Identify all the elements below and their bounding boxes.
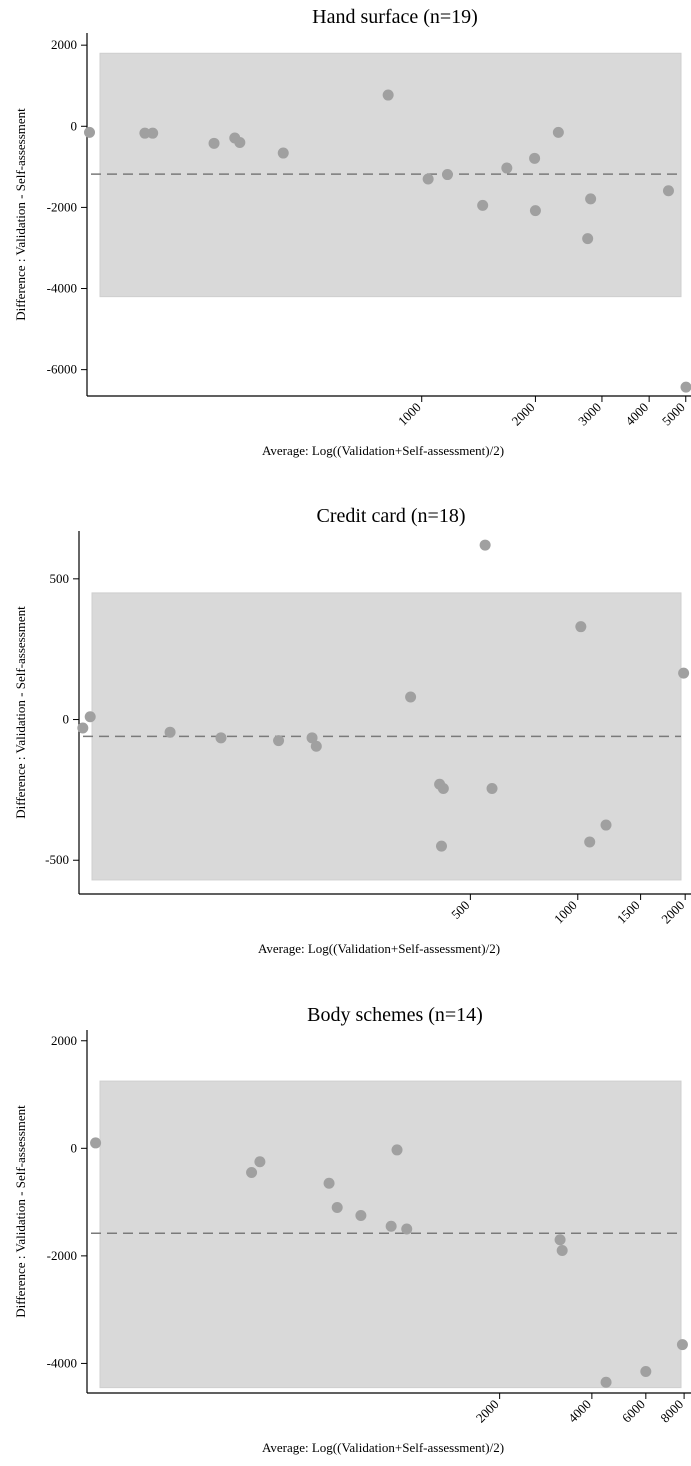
data-point (529, 153, 540, 164)
data-point (165, 727, 176, 738)
data-point (332, 1202, 343, 1213)
data-point (477, 200, 488, 211)
data-point (681, 382, 691, 393)
data-point (640, 1366, 651, 1377)
x-axis-label: Average: Log((Validation+Self-assessment… (258, 941, 500, 956)
data-point (677, 1339, 688, 1350)
y-tick-label: 0 (71, 118, 78, 133)
data-point (601, 1377, 612, 1388)
x-tick-label: 1500 (614, 898, 643, 927)
data-point (557, 1245, 568, 1256)
y-tick-label: -6000 (47, 362, 77, 377)
y-tick-label: -2000 (47, 199, 77, 214)
y-tick-label: 0 (63, 712, 70, 727)
data-point (386, 1221, 397, 1232)
data-point (575, 621, 586, 632)
y-tick-label: -2000 (47, 1248, 77, 1263)
x-tick-label: 1000 (395, 400, 424, 429)
x-tick-label: 2000 (658, 898, 687, 927)
chart-title: Hand surface (n=19) (312, 6, 478, 28)
y-tick-label: -500 (45, 852, 69, 867)
y-tick-label: 500 (50, 571, 70, 586)
limits-of-agreement-band (100, 1081, 681, 1388)
data-point (553, 127, 564, 138)
y-axis-label: Difference : Validation - Self-assessmen… (13, 606, 28, 819)
y-tick-label: -4000 (47, 281, 77, 296)
data-point (355, 1210, 366, 1221)
x-tick-label: 8000 (657, 1397, 686, 1426)
data-point (254, 1156, 265, 1167)
x-tick-label: 6000 (619, 1397, 648, 1426)
chart-title: Body schemes (n=14) (307, 1004, 483, 1026)
data-point (147, 128, 158, 139)
data-point (442, 169, 453, 180)
x-tick-label: 4000 (622, 400, 651, 429)
data-point (209, 138, 220, 149)
data-point (585, 193, 596, 204)
data-point (438, 783, 449, 794)
data-point (405, 692, 416, 703)
y-tick-label: -4000 (47, 1355, 77, 1370)
data-point (311, 741, 322, 752)
data-point (487, 783, 498, 794)
data-point (436, 841, 447, 852)
data-point (584, 836, 595, 847)
x-axis-label: Average: Log((Validation+Self-assessment… (262, 443, 504, 458)
data-point (84, 127, 95, 138)
chart-panel-3: Body schemes (n=14) 2000 0 -2000 -4000 2000 40… (13, 1004, 691, 1455)
x-tick-label: 2000 (473, 1397, 502, 1426)
data-point (383, 90, 394, 101)
data-point (663, 185, 674, 196)
chart-title: Credit card (n=18) (316, 505, 465, 527)
data-point (90, 1137, 101, 1148)
data-point (392, 1144, 403, 1155)
data-point (215, 732, 226, 743)
data-point (501, 163, 512, 174)
data-point (678, 668, 689, 679)
data-point (555, 1234, 566, 1245)
chart-panel-2: Credit card (n=18) 500 0 -500 500 1000 1500 200… (13, 505, 691, 956)
data-point (85, 711, 96, 722)
y-tick-label: 0 (71, 1140, 78, 1155)
x-tick-label: 3000 (575, 400, 604, 429)
data-point (401, 1223, 412, 1234)
x-tick-label: 2000 (509, 400, 538, 429)
data-point (423, 174, 434, 185)
y-axis-label: Difference : Validation - Self-assessmen… (13, 1105, 28, 1318)
data-point (324, 1178, 335, 1189)
data-point (278, 148, 289, 159)
data-point (246, 1167, 257, 1178)
data-point (582, 233, 593, 244)
y-tick-label: 2000 (51, 37, 77, 52)
data-point (234, 137, 245, 148)
data-point (530, 205, 541, 216)
data-point (480, 540, 491, 551)
x-tick-label: 4000 (565, 1397, 594, 1426)
x-axis-label: Average: Log((Validation+Self-assessment… (262, 1440, 504, 1455)
x-tick-label: 1000 (551, 898, 580, 927)
x-tick-label: 500 (448, 898, 472, 922)
limits-of-agreement-band (100, 53, 681, 296)
x-tick-label: 5000 (659, 400, 688, 429)
chart-panel-1: Hand surface (n=19) 2000 0 -2000 -4000 -6000 1… (13, 6, 691, 458)
data-point (77, 722, 88, 733)
y-tick-label: 2000 (51, 1033, 77, 1048)
data-point (273, 735, 284, 746)
y-axis-label: Difference : Validation - Self-assessmen… (13, 108, 28, 321)
data-point (601, 820, 612, 831)
